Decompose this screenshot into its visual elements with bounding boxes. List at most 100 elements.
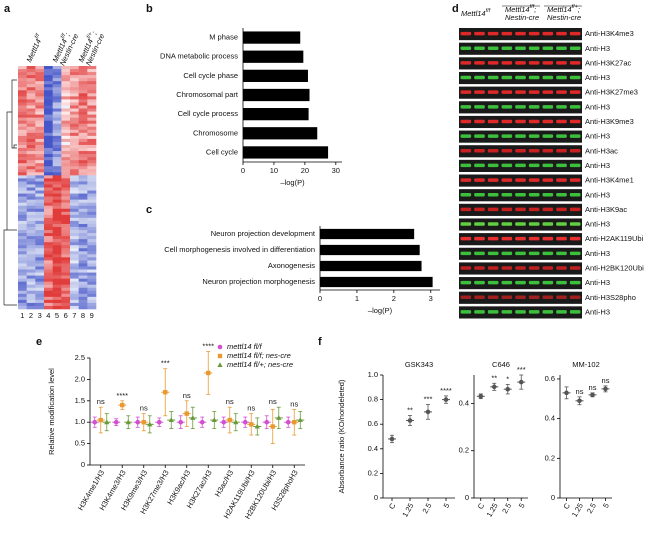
heatmap-cell xyxy=(78,199,88,203)
heatmap-cell xyxy=(87,184,97,188)
heatmap-cell xyxy=(44,96,53,100)
blot-band xyxy=(501,105,513,109)
heatmap-cell xyxy=(52,75,62,79)
heatmap-cell xyxy=(87,278,97,282)
heatmap-cell xyxy=(61,257,71,261)
heatmap-cell xyxy=(44,69,53,73)
blot-band xyxy=(487,134,499,138)
blot-label: Anti-H3K9ac xyxy=(585,205,627,214)
blot-band xyxy=(569,280,581,285)
heatmap-cell xyxy=(61,254,71,258)
blot-band xyxy=(556,310,567,314)
heatmap-cell xyxy=(44,66,53,70)
heatmap-cell xyxy=(18,135,27,140)
legend-label: mettl14 fl/f xyxy=(227,342,263,351)
heatmap-cell xyxy=(78,138,88,143)
blot-band xyxy=(569,310,581,314)
heatmap-cell xyxy=(61,181,71,185)
heatmap-cell xyxy=(26,287,36,292)
marker xyxy=(254,423,260,429)
heatmap-cell xyxy=(61,193,71,197)
heatmap-cell xyxy=(61,199,71,203)
heatmap-cell xyxy=(61,151,71,155)
heatmap-cell xyxy=(35,248,45,252)
heatmap-cell xyxy=(87,302,97,307)
blot-band xyxy=(460,163,472,168)
heatmap-cell xyxy=(70,281,79,285)
heatmap-cell xyxy=(70,299,79,304)
heatmap-cell xyxy=(78,111,88,115)
heatmap-cell xyxy=(78,281,88,285)
y-tick-label: 0.2 xyxy=(368,468,378,477)
heatmap-cell xyxy=(52,114,62,118)
blot-band xyxy=(556,134,567,138)
heatmap-cell xyxy=(44,87,53,91)
heatmap-cell xyxy=(44,205,53,210)
heatmap-cell xyxy=(18,160,27,164)
heatmap-cell xyxy=(26,305,36,310)
heatmap-cell xyxy=(26,105,36,109)
heatmap-cell xyxy=(44,305,53,310)
bar xyxy=(243,31,301,44)
blot-band xyxy=(515,266,526,270)
blot-band xyxy=(556,61,567,65)
blot-band xyxy=(569,134,581,138)
bar xyxy=(320,260,422,272)
heatmap-cell xyxy=(35,148,45,152)
heatmap-cell xyxy=(35,135,45,140)
blot-band xyxy=(528,266,540,270)
blot-band xyxy=(556,280,567,285)
heatmap-cell xyxy=(78,299,88,304)
heatmap-cell xyxy=(52,245,62,249)
y-tick-label: 0.4 xyxy=(545,414,555,423)
heatmap-cell xyxy=(26,239,36,243)
heatmap-cell xyxy=(78,151,88,155)
heatmap-cell xyxy=(35,117,45,121)
blot-band xyxy=(569,105,581,109)
heatmap-cell xyxy=(52,205,62,210)
heatmap-cell xyxy=(61,245,71,249)
x-tick-label: 2.5 xyxy=(500,501,513,515)
heatmap-cell xyxy=(18,296,27,301)
heatmap-cell xyxy=(70,275,79,279)
blot-band xyxy=(542,75,554,80)
blot-band xyxy=(501,207,513,212)
lane-number: 6 xyxy=(64,311,68,320)
heatmap-cell xyxy=(78,251,88,255)
heatmap-cell xyxy=(87,260,97,264)
heatmap-cell xyxy=(44,199,53,203)
heatmap-cell xyxy=(87,178,97,182)
blot-band xyxy=(542,119,554,124)
x-tick-label: 2 xyxy=(392,294,396,303)
heatmap-cell xyxy=(78,293,88,298)
heatmap-cell xyxy=(78,220,88,225)
heatmap-cell xyxy=(44,236,53,240)
heatmap-cell xyxy=(70,87,79,91)
y-tick-label: 2.0 xyxy=(75,374,85,383)
blot-band xyxy=(474,149,485,153)
heatmap-cell xyxy=(26,163,36,167)
heatmap-cell xyxy=(35,305,45,310)
heatmap-cell xyxy=(44,260,53,264)
blot-band xyxy=(460,266,472,270)
heatmap-cell xyxy=(78,190,88,194)
x-tick-label: 30 xyxy=(332,166,340,175)
heatmap-cell xyxy=(44,211,53,216)
blot-band xyxy=(501,134,513,138)
heatmap-cell xyxy=(26,148,36,152)
heatmap-cell xyxy=(70,190,79,194)
heatmap-cell xyxy=(44,163,53,167)
heatmap-cell xyxy=(78,193,88,197)
blot-band xyxy=(528,149,540,153)
blot-band xyxy=(528,192,540,197)
heatmap-cell xyxy=(52,302,62,307)
heatmap-cell xyxy=(35,220,45,225)
heatmap-cell xyxy=(52,72,62,76)
blot-band xyxy=(460,75,472,80)
heatmap-cell xyxy=(35,257,45,261)
heatmap-cell xyxy=(18,257,27,261)
x-tick-label: 3 xyxy=(429,294,433,303)
heatmap-cell xyxy=(78,135,88,140)
heatmap-cell xyxy=(35,287,45,292)
heatmap-cell xyxy=(44,166,53,170)
